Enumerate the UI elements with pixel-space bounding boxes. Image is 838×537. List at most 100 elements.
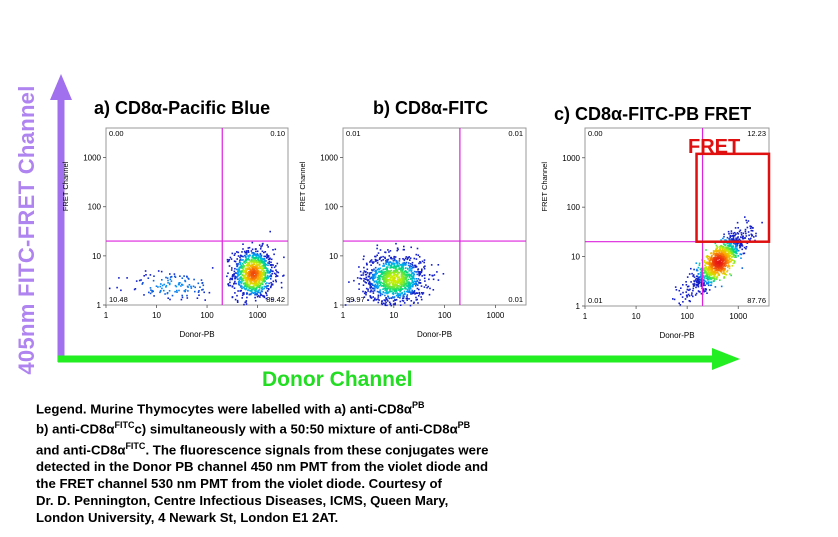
data-point [385, 297, 387, 299]
data-point [400, 266, 403, 268]
data-point [720, 252, 722, 255]
data-point [707, 281, 710, 283]
data-point [711, 267, 713, 270]
data-point [231, 276, 234, 278]
data-point [145, 274, 147, 276]
data-point [689, 300, 691, 303]
data-point [244, 301, 246, 304]
data-point [266, 276, 269, 279]
data-point [266, 290, 269, 292]
data-point [385, 280, 387, 282]
data-point [726, 270, 728, 273]
data-point [397, 248, 399, 251]
data-point [386, 288, 389, 291]
data-point [397, 271, 400, 274]
data-point [745, 232, 747, 235]
data-point [377, 301, 380, 304]
data-point [406, 258, 409, 261]
data-point [228, 259, 230, 261]
data-point [395, 270, 397, 273]
data-point [391, 290, 393, 292]
data-point [265, 297, 268, 300]
data-point [247, 289, 249, 292]
data-point [227, 283, 229, 286]
data-point [365, 262, 368, 265]
data-point [391, 292, 394, 295]
data-point [240, 267, 242, 269]
data-point [728, 255, 730, 258]
data-point [396, 280, 399, 282]
data-point [402, 284, 405, 287]
data-point [234, 275, 237, 278]
data-point [237, 290, 239, 292]
data-point [678, 289, 681, 292]
data-point [255, 282, 258, 285]
data-point [404, 278, 406, 280]
data-point [384, 272, 386, 275]
data-point [194, 290, 196, 293]
data-point [403, 263, 405, 266]
data-point [377, 298, 379, 300]
quadrant-bottom-left: 10.48 [109, 295, 128, 304]
data-point [387, 270, 390, 272]
data-point [406, 282, 408, 284]
x-tick-label: 1 [583, 312, 588, 321]
data-point [371, 283, 374, 286]
data-point [239, 258, 242, 260]
data-point [252, 272, 254, 275]
data-point [378, 271, 380, 273]
data-point [727, 247, 730, 249]
data-point [253, 263, 256, 266]
data-point [408, 276, 411, 278]
data-point [192, 285, 195, 288]
data-point [228, 265, 231, 267]
data-point [739, 253, 742, 255]
data-point [233, 283, 235, 285]
data-point [420, 271, 423, 274]
data-point [418, 288, 420, 291]
data-point [226, 260, 229, 263]
data-point [267, 262, 269, 264]
data-point [734, 260, 736, 263]
data-point [735, 239, 737, 241]
data-point [398, 276, 400, 278]
data-point [234, 280, 236, 283]
data-point [262, 294, 264, 297]
data-point [269, 286, 272, 289]
data-point [695, 292, 698, 295]
data-point [382, 259, 384, 261]
data-point [257, 271, 260, 274]
data-point [410, 291, 412, 293]
data-point [395, 275, 397, 277]
data-point [712, 264, 715, 266]
data-point [399, 286, 401, 289]
data-point [247, 251, 250, 253]
data-point [363, 292, 366, 295]
data-point [234, 252, 236, 255]
data-point [401, 271, 404, 274]
data-point [367, 288, 369, 291]
data-point [406, 285, 408, 287]
data-point [245, 264, 248, 267]
data-point [721, 245, 724, 248]
data-point [721, 256, 723, 259]
data-point [252, 286, 254, 289]
x-tick-label: 100 [200, 311, 214, 320]
data-point [254, 290, 257, 292]
data-point [389, 250, 392, 252]
data-point [704, 277, 706, 279]
data-point [426, 286, 428, 289]
data-point [384, 303, 386, 305]
data-point [720, 251, 723, 254]
data-point [735, 251, 737, 254]
data-point [377, 291, 380, 293]
data-point [742, 237, 744, 240]
quadrant-bottom-right: 0.01 [508, 295, 523, 304]
data-point [411, 283, 414, 286]
data-point [391, 281, 393, 283]
data-point [365, 287, 368, 290]
data-point [248, 284, 250, 287]
data-point [402, 258, 404, 260]
data-point [251, 256, 253, 258]
data-point [708, 273, 711, 276]
